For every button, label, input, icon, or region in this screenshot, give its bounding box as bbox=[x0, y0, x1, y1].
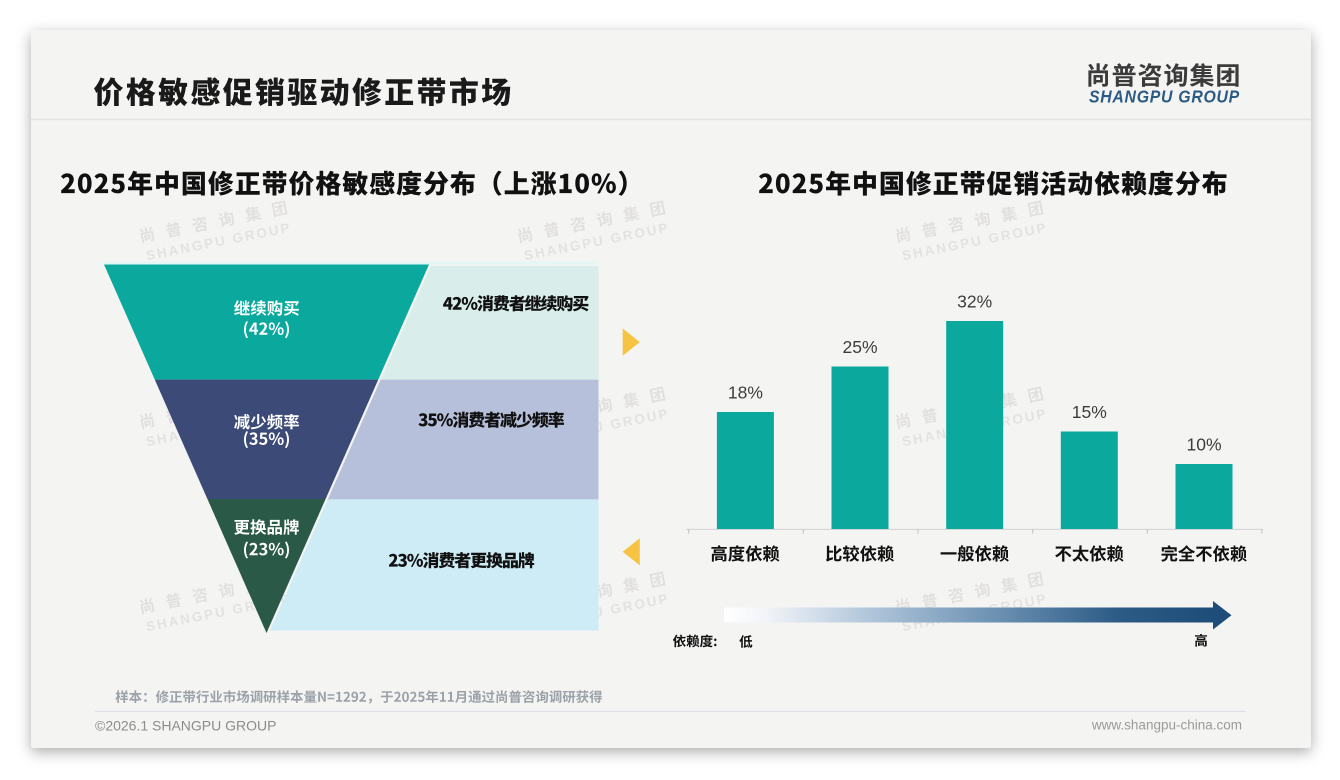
svg-text:25%: 25% bbox=[842, 337, 877, 357]
svg-text:©2026.1 SHANGPU GROUP: ©2026.1 SHANGPU GROUP bbox=[95, 718, 277, 734]
svg-text:32%: 32% bbox=[957, 292, 992, 312]
svg-text:10%: 10% bbox=[1186, 435, 1221, 455]
svg-text:15%: 15% bbox=[1072, 402, 1107, 422]
svg-text:www.shangpu-china.com: www.shangpu-china.com bbox=[1091, 718, 1242, 733]
svg-text:SHANGPU GROUP: SHANGPU GROUP bbox=[1089, 87, 1240, 107]
svg-text:18%: 18% bbox=[728, 383, 763, 403]
